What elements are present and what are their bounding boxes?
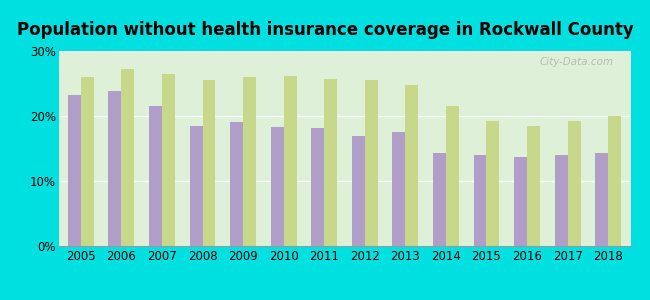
Bar — [352, 136, 365, 246]
Text: Population without health insurance coverage in Rockwall County: Population without health insurance cove… — [17, 21, 633, 39]
Bar — [324, 79, 337, 246]
Bar — [270, 127, 283, 246]
Bar — [393, 132, 406, 246]
Bar — [446, 106, 459, 246]
Bar — [365, 80, 378, 246]
Bar — [190, 126, 203, 246]
Bar — [203, 80, 216, 246]
Bar — [595, 153, 608, 246]
Bar — [527, 126, 540, 246]
Bar — [243, 77, 256, 246]
Bar — [311, 128, 324, 246]
Bar — [162, 74, 175, 246]
Bar — [433, 153, 446, 246]
Bar — [608, 116, 621, 246]
Bar — [514, 157, 527, 246]
Bar — [554, 155, 567, 246]
Bar — [149, 106, 162, 246]
Bar — [406, 85, 419, 246]
Bar — [81, 77, 94, 246]
Bar — [109, 91, 122, 246]
Bar — [473, 155, 486, 246]
Bar — [283, 76, 296, 246]
Bar — [486, 121, 499, 246]
Bar — [230, 122, 243, 246]
Bar — [68, 95, 81, 246]
Text: City-Data.com: City-Data.com — [540, 57, 614, 67]
Bar — [567, 121, 580, 246]
Bar — [122, 69, 135, 246]
